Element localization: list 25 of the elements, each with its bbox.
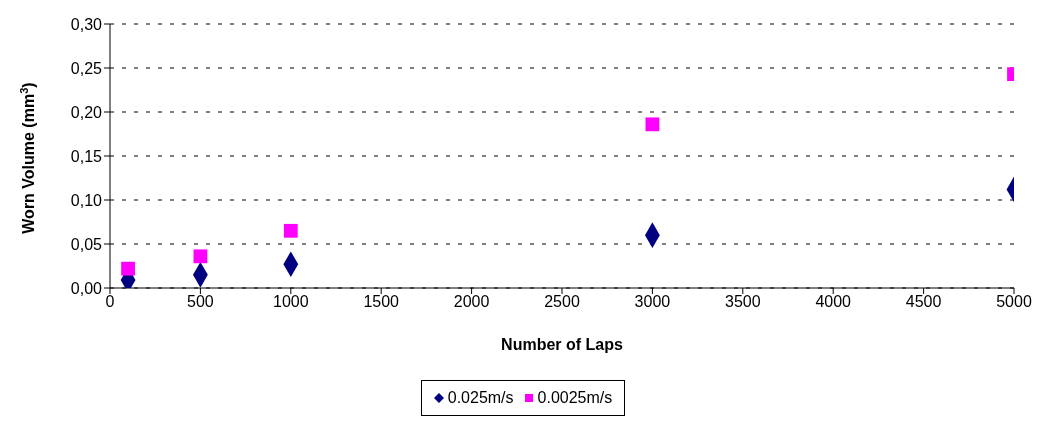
x-tick-label: 4500	[905, 293, 942, 311]
y-tick-label: 0,15	[70, 147, 103, 165]
x-tick-label: 0	[105, 293, 115, 311]
y-tick-label: 0,30	[70, 15, 103, 33]
x-tick-label: 500	[187, 293, 214, 311]
x-tick-label: 3500	[725, 293, 761, 311]
legend-label: 0.025m/s	[446, 389, 514, 407]
y-tick-label: 0,20	[70, 103, 103, 121]
x-tick-label: 3000	[634, 293, 671, 311]
point	[645, 117, 660, 132]
y-tick-label: 0,05	[70, 235, 103, 253]
x-tick-label: 2000	[453, 293, 490, 311]
legend-label: 0.0025m/s	[536, 389, 613, 407]
x-tick-label: 2500	[544, 293, 580, 311]
y-tick-label: 0,10	[70, 191, 103, 209]
x-tick-label: 1500	[363, 293, 400, 311]
y-tick-label: 0,00	[70, 279, 103, 297]
point	[121, 261, 135, 276]
x-axis-title: Number of Laps	[501, 336, 623, 353]
x-tick-label: 5000	[996, 293, 1032, 311]
x-tick-label: 1000	[273, 293, 309, 311]
y-tick-label: 0,25	[70, 59, 103, 77]
point	[283, 223, 298, 238]
point	[193, 249, 208, 264]
x-tick-label: 4000	[815, 293, 852, 311]
